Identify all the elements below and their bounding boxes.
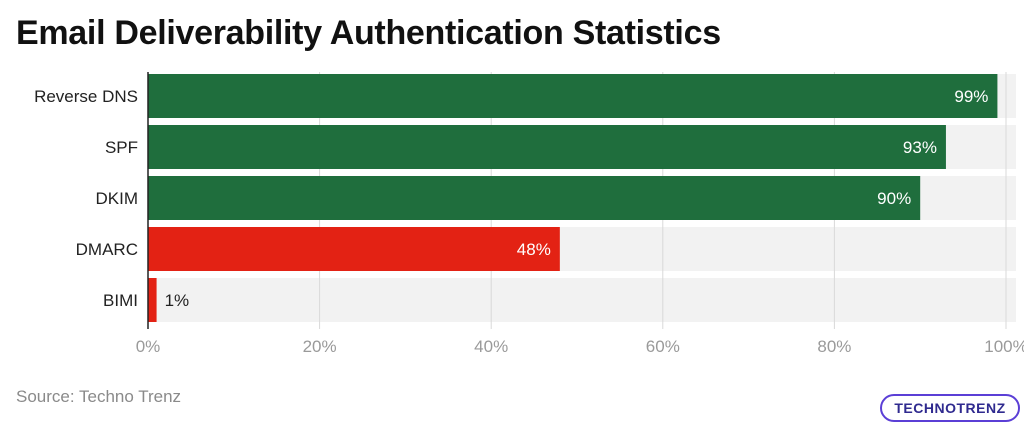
logo-text: TECHNOTRENZ [894, 400, 1006, 416]
bar [148, 125, 946, 169]
bar [148, 176, 921, 220]
chart-title: Email Deliverability Authentication Stat… [16, 14, 721, 52]
x-tick-label: 60% [646, 337, 680, 356]
x-tick-label: 40% [474, 337, 508, 356]
x-tick-label: 0% [136, 337, 161, 356]
category-label: DKIM [96, 189, 139, 208]
technotrenz-logo: TECHNOTRENZ [880, 394, 1020, 422]
bar [148, 227, 560, 271]
value-label: 48% [517, 240, 551, 259]
category-label: DMARC [76, 240, 138, 259]
x-tick-label: 100% [984, 337, 1024, 356]
category-label: BIMI [103, 291, 138, 310]
value-label: 99% [954, 87, 988, 106]
category-label: SPF [105, 138, 138, 157]
value-label: 1% [165, 291, 190, 310]
category-label: Reverse DNS [34, 87, 138, 106]
bar-track [148, 278, 1016, 322]
bar [148, 278, 157, 322]
x-tick-label: 80% [817, 337, 851, 356]
x-tick-label: 20% [303, 337, 337, 356]
value-label: 90% [877, 189, 911, 208]
bar [148, 74, 998, 118]
value-label: 93% [903, 138, 937, 157]
bar-chart: 0% 20% 40% 60% 80% 100% Reverse DNS 99% SPF 93% DK… [34, 72, 1024, 356]
source-note: Source: Techno Trenz [16, 387, 182, 406]
